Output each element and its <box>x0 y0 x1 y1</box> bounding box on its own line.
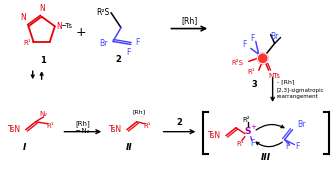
Text: S: S <box>245 127 251 136</box>
Text: F: F <box>127 48 131 57</box>
Text: rearrangement: rearrangement <box>277 94 318 99</box>
Text: III: III <box>261 153 271 162</box>
Text: 2: 2 <box>115 55 121 64</box>
Text: [2,3]-sigmatropic: [2,3]-sigmatropic <box>277 88 324 93</box>
Text: TsN: TsN <box>208 131 221 140</box>
Text: [Rh]: [Rh] <box>132 109 145 114</box>
Text: R¹: R¹ <box>47 123 54 129</box>
Text: ─Ts: ─Ts <box>61 23 72 29</box>
Text: F: F <box>135 38 139 47</box>
Text: Br: Br <box>100 39 108 48</box>
Circle shape <box>257 53 268 64</box>
Text: N: N <box>21 13 27 22</box>
Text: F: F <box>295 142 300 151</box>
Text: Br: Br <box>270 32 279 41</box>
Text: 2: 2 <box>176 118 182 127</box>
Text: 3: 3 <box>252 80 258 89</box>
Text: R¹: R¹ <box>247 69 255 75</box>
Text: N₂: N₂ <box>40 111 48 117</box>
Text: TsN: TsN <box>8 125 21 134</box>
Text: R²S: R²S <box>96 8 109 17</box>
Text: 1: 1 <box>40 56 46 65</box>
Text: I: I <box>23 143 27 152</box>
Text: N: N <box>56 22 61 31</box>
Text: - [Rh]: - [Rh] <box>277 80 294 85</box>
Text: F: F <box>251 34 255 43</box>
Text: II: II <box>126 143 132 152</box>
Text: +: + <box>76 26 87 39</box>
Text: Br: Br <box>297 120 306 129</box>
Text: [Rh]: [Rh] <box>181 16 198 25</box>
Text: R¹: R¹ <box>236 141 244 147</box>
Text: TsN: TsN <box>109 125 122 134</box>
Text: ─ N₂: ─ N₂ <box>75 128 90 134</box>
Text: R¹: R¹ <box>143 123 151 129</box>
Text: F: F <box>243 40 247 49</box>
Text: +: + <box>250 124 256 130</box>
Text: F: F <box>285 142 290 151</box>
Text: F: F <box>251 139 255 148</box>
Text: R¹: R¹ <box>23 40 31 46</box>
Text: R²S: R²S <box>231 60 243 66</box>
Text: NTs: NTs <box>268 73 281 79</box>
Text: N: N <box>39 4 44 13</box>
Text: R²: R² <box>242 117 250 123</box>
Text: [Rh]: [Rh] <box>75 120 90 127</box>
